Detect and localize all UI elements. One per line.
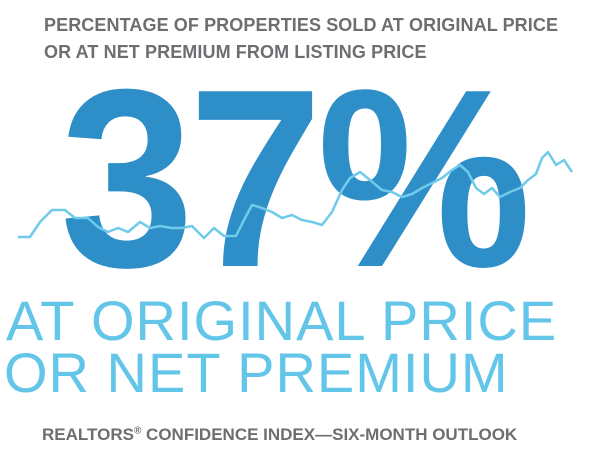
subtitle-line-1: AT ORIGINAL PRICE <box>6 289 558 352</box>
footer-prefix: REALTORS <box>42 425 134 444</box>
subtitle-line-2: OR NET PREMIUM <box>4 341 509 404</box>
footer: REALTORS® CONFIDENCE INDEX—SIX-MONTH OUT… <box>42 424 517 446</box>
big-percentage: 37% <box>60 36 532 320</box>
registered-mark: ® <box>133 425 142 437</box>
title: PERCENTAGE OF PROPERTIES SOLD AT ORIGINA… <box>44 12 584 66</box>
footer-suffix: CONFIDENCE INDEX—SIX-MONTH OUTLOOK <box>141 425 518 444</box>
title-line-2: OR AT NET PREMIUM FROM LISTING PRICE <box>44 42 427 62</box>
title-line-1: PERCENTAGE OF PROPERTIES SOLD AT ORIGINA… <box>44 15 559 35</box>
